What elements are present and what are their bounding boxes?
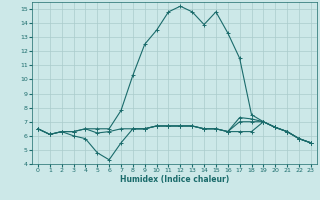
X-axis label: Humidex (Indice chaleur): Humidex (Indice chaleur) (120, 175, 229, 184)
